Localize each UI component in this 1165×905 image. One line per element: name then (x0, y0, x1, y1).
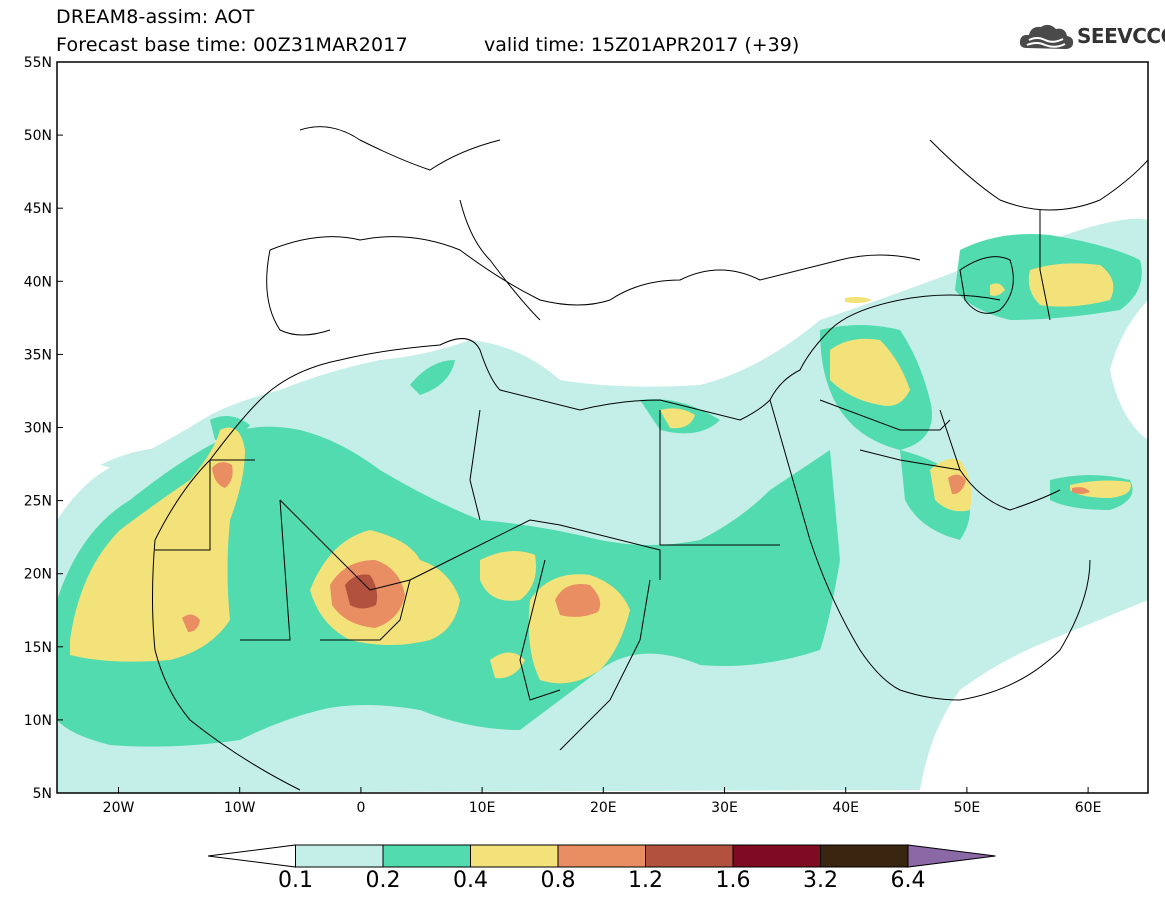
colorbar-label: 0.8 (540, 868, 576, 893)
lon-tick-label: 50E (954, 800, 981, 816)
lat-tick-label: 55N (24, 55, 52, 71)
colorbar-label: 0.4 (453, 868, 488, 893)
lon-tick-label: 30E (711, 800, 738, 816)
colorbar-segment (382, 844, 471, 868)
lat-tick-label: 45N (24, 201, 52, 217)
lat-tick-label: 25N (24, 494, 52, 510)
colorbar-segment (557, 844, 646, 868)
lon-tick-label: 20E (590, 800, 617, 816)
colorbar-under-arrow (207, 844, 296, 868)
colorbar-segment (645, 844, 734, 868)
colorbar-segment (295, 844, 384, 868)
logo-text: SEEVCCC (1077, 24, 1165, 48)
colorbar-label: 1.6 (715, 868, 751, 893)
lon-tick-label: 0 (356, 800, 365, 816)
forecast-base-time: Forecast base time: 00Z31MAR2017 (56, 34, 408, 56)
longitude-axis: 20W 10W 0 10E 20E 30E 40E 50E 60E (103, 787, 1102, 816)
colorbar-segment (732, 844, 821, 868)
lat-tick-label: 30N (24, 421, 52, 437)
lon-tick-label: 10W (224, 800, 256, 816)
colorbar-over-arrow (907, 844, 996, 868)
lon-tick-label: 40E (832, 800, 859, 816)
colorbar-segment (470, 844, 559, 868)
lat-tick-label: 40N (24, 274, 52, 290)
colorbar-label: 0.2 (365, 868, 401, 893)
colorbar-label: 0.1 (278, 868, 313, 893)
lat-tick-label: 15N (24, 640, 52, 656)
colorbar (207, 844, 996, 868)
lon-tick-label: 20W (103, 800, 135, 816)
coastlines (152, 126, 1148, 791)
lat-tick-label: 5N (33, 786, 52, 802)
seevccc-logo: SEEVCCC (1017, 18, 1165, 58)
lat-tick-label: 20N (24, 567, 52, 583)
colorbar-label: 3.2 (803, 868, 838, 893)
contour-1.2 (345, 574, 378, 609)
country-borders (155, 210, 1051, 751)
aot-contours (57, 218, 1148, 793)
lat-tick-label: 35N (24, 347, 52, 363)
colorbar-label: 1.2 (628, 868, 663, 893)
latitude-axis: 55N 50N 45N 40N 35N 30N 25N 20N 15N 10N 5N (24, 55, 63, 802)
cloud-icon (1019, 24, 1074, 49)
map-title: DREAM8-assim: AOT (56, 6, 255, 28)
lat-tick-label: 50N (24, 128, 52, 144)
lon-tick-label: 10E (469, 800, 496, 816)
colorbar-segment (820, 844, 909, 868)
lon-tick-label: 60E (1075, 800, 1102, 816)
contour-0.4 (70, 263, 1131, 684)
colorbar-label: 6.4 (890, 868, 926, 893)
lat-tick-label: 10N (24, 713, 52, 729)
valid-time: valid time: 15Z01APR2017 (+39) (484, 34, 800, 56)
